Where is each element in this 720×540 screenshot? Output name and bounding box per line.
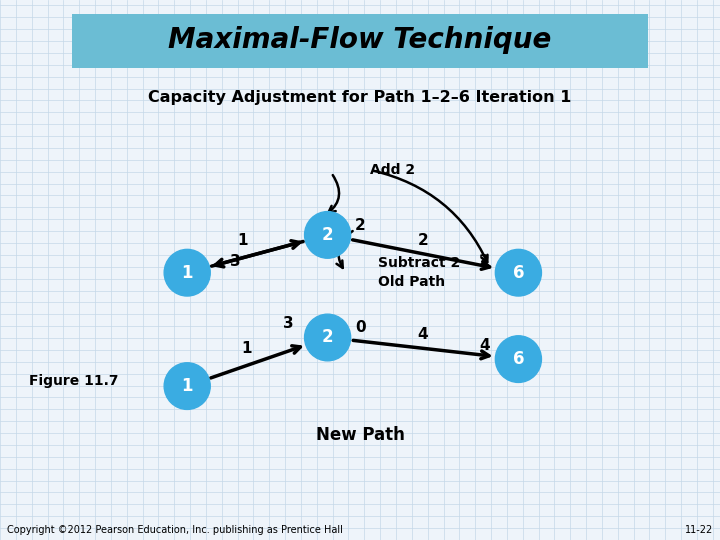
Text: New Path: New Path [315, 426, 405, 444]
Ellipse shape [305, 314, 351, 361]
Text: 2: 2 [418, 233, 428, 248]
Text: 2: 2 [322, 328, 333, 347]
Ellipse shape [495, 249, 541, 296]
Text: 6: 6 [513, 350, 524, 368]
Text: Subtract 2
Old Path: Subtract 2 Old Path [378, 256, 460, 289]
Text: 2: 2 [355, 218, 366, 233]
Ellipse shape [495, 336, 541, 382]
FancyBboxPatch shape [72, 14, 648, 68]
Text: 2: 2 [479, 254, 490, 269]
Text: 1: 1 [238, 233, 248, 248]
Text: 2: 2 [322, 226, 333, 244]
Text: Add 2: Add 2 [370, 163, 415, 177]
Text: Capacity Adjustment for Path 1–2–6 Iteration 1: Capacity Adjustment for Path 1–2–6 Itera… [148, 90, 572, 105]
Ellipse shape [305, 212, 351, 258]
Text: 4: 4 [418, 327, 428, 342]
Text: Copyright ©2012 Pearson Education, Inc. publishing as Prentice Hall: Copyright ©2012 Pearson Education, Inc. … [7, 525, 343, 535]
Text: 1: 1 [181, 264, 193, 282]
Text: 3: 3 [283, 316, 293, 332]
Text: 6: 6 [513, 264, 524, 282]
Text: Maximal-Flow Technique: Maximal-Flow Technique [168, 26, 552, 55]
Text: Figure 11.7: Figure 11.7 [29, 374, 118, 388]
Text: 11-22: 11-22 [685, 525, 713, 535]
Ellipse shape [164, 249, 210, 296]
Text: 1: 1 [241, 341, 252, 356]
Text: 4: 4 [479, 338, 490, 353]
Text: 3: 3 [230, 254, 241, 269]
Ellipse shape [164, 363, 210, 409]
Text: 1: 1 [181, 377, 193, 395]
Text: 0: 0 [355, 320, 366, 335]
